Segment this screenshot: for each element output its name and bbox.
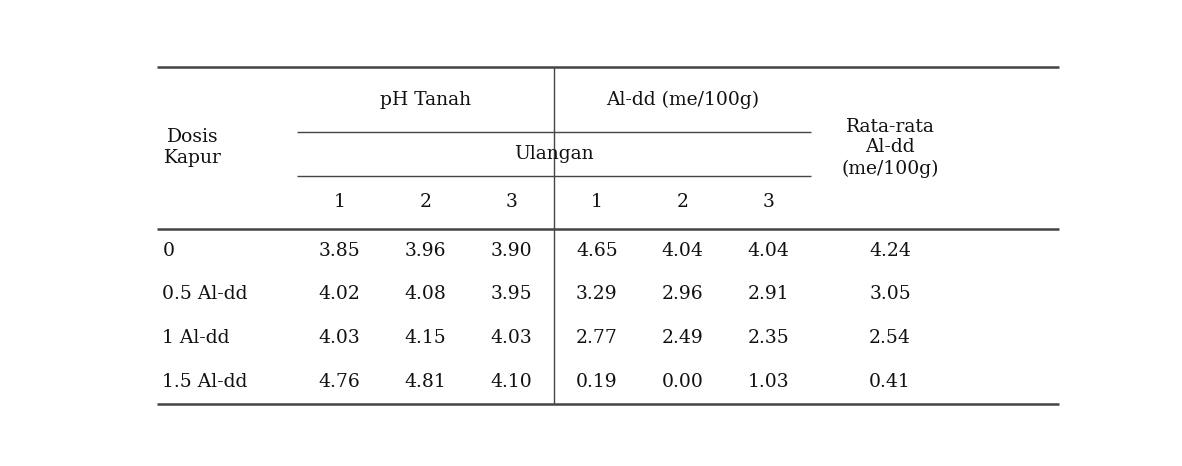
Text: 0.5 Al-dd: 0.5 Al-dd xyxy=(162,285,248,303)
Text: 4.08: 4.08 xyxy=(404,285,447,303)
Text: 3.96: 3.96 xyxy=(404,241,446,260)
Text: pH Tanah: pH Tanah xyxy=(379,90,470,109)
Text: 0.00: 0.00 xyxy=(662,373,703,391)
Text: 0.41: 0.41 xyxy=(869,373,911,391)
Text: 4.04: 4.04 xyxy=(747,241,790,260)
Text: 3.95: 3.95 xyxy=(491,285,532,303)
Text: 1: 1 xyxy=(333,193,345,212)
Text: 1 Al-dd: 1 Al-dd xyxy=(162,329,230,347)
Text: 2: 2 xyxy=(676,193,688,212)
Text: 1.5 Al-dd: 1.5 Al-dd xyxy=(162,373,248,391)
Text: 4.02: 4.02 xyxy=(319,285,361,303)
Text: 2.54: 2.54 xyxy=(869,329,911,347)
Text: 2.96: 2.96 xyxy=(662,285,703,303)
Text: 1.03: 1.03 xyxy=(747,373,790,391)
Text: 4.10: 4.10 xyxy=(491,373,532,391)
Text: 0.19: 0.19 xyxy=(576,373,618,391)
Text: 2.77: 2.77 xyxy=(576,329,618,347)
Text: 2: 2 xyxy=(420,193,431,212)
Text: 1: 1 xyxy=(591,193,603,212)
Text: 3: 3 xyxy=(762,193,774,212)
Text: 3.05: 3.05 xyxy=(869,285,911,303)
Text: 4.81: 4.81 xyxy=(404,373,447,391)
Text: Ulangan: Ulangan xyxy=(514,145,593,164)
Text: 2.49: 2.49 xyxy=(662,329,703,347)
Text: 4.15: 4.15 xyxy=(404,329,447,347)
Text: 3: 3 xyxy=(505,193,517,212)
Text: 2.91: 2.91 xyxy=(747,285,790,303)
Text: 0: 0 xyxy=(162,241,175,260)
Text: 2.35: 2.35 xyxy=(747,329,790,347)
Text: 4.76: 4.76 xyxy=(319,373,361,391)
Text: 4.65: 4.65 xyxy=(576,241,618,260)
Text: 3.29: 3.29 xyxy=(576,285,618,303)
Text: 4.04: 4.04 xyxy=(662,241,703,260)
Text: Dosis
Kapur: Dosis Kapur xyxy=(164,128,222,167)
Text: Al-dd (me/100g): Al-dd (me/100g) xyxy=(606,90,759,109)
Text: 4.24: 4.24 xyxy=(869,241,911,260)
Text: Rata-rata
Al-dd
(me/100g): Rata-rata Al-dd (me/100g) xyxy=(842,118,939,178)
Text: 4.03: 4.03 xyxy=(319,329,361,347)
Text: 3.85: 3.85 xyxy=(319,241,361,260)
Text: 4.03: 4.03 xyxy=(491,329,532,347)
Text: 3.90: 3.90 xyxy=(491,241,532,260)
